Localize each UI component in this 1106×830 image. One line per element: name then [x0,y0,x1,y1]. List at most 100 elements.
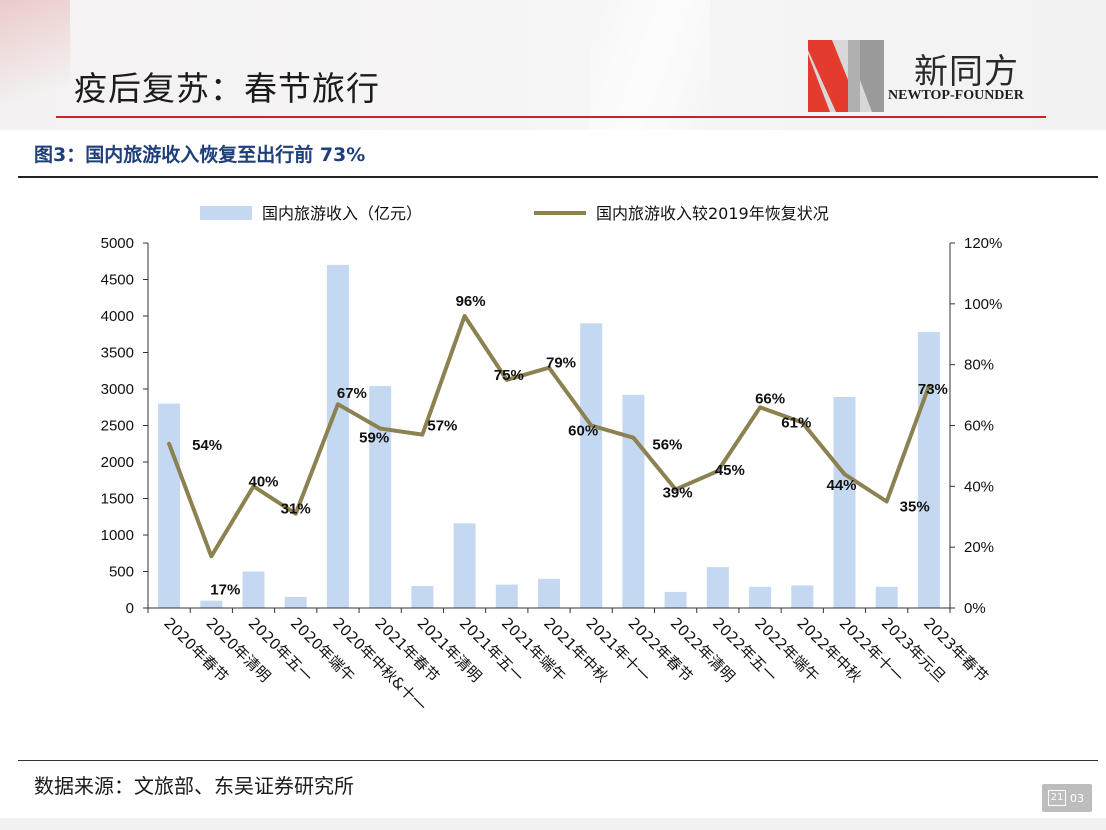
legend-swatch-bar [200,206,252,220]
line-point-9 [547,366,551,370]
bar-1 [200,600,223,608]
figure-bottom-rule [18,760,1098,761]
left-tick-label-4: 2000 [101,454,134,471]
left-tick-label-8: 4000 [101,308,134,325]
title-divider [56,116,1046,118]
data-label-4: 67% [337,385,367,402]
data-label-3: 31% [281,501,311,518]
chart-legend: 国内旅游收入（亿元） 国内旅游收入较2019年恢复状况 [200,204,829,223]
data-label-10: 60% [568,423,598,440]
line-point-15 [800,421,804,424]
combo-chart: 国内旅游收入（亿元） 国内旅游收入较2019年恢复状况 0 500 1000 1500 2… [101,204,1003,715]
page-number-badge: 21 03 [1042,784,1092,812]
data-label-18: 73% [918,381,948,398]
line-point-1 [209,554,213,558]
line-point-16 [843,472,846,476]
bar-5 [369,386,392,608]
line-point-11 [631,436,635,440]
page-number: 03 [1070,792,1084,805]
bar-11 [622,394,645,608]
bar-9 [538,578,560,608]
data-label-2: 40% [248,473,278,490]
company-logo: 新同方 NEWTOP-FOUNDER [808,40,1058,112]
bar-0 [158,403,181,608]
line-point-7 [463,314,467,318]
line-point-12 [674,487,678,491]
legend-label-bar: 国内旅游收入（亿元） [262,204,422,223]
line-point-3 [294,512,298,516]
left-tick-label-9: 4500 [101,272,134,289]
footer-band [0,818,1106,830]
data-label-6: 57% [427,418,457,435]
line-point-6 [420,433,424,437]
left-tick-label-3: 1500 [101,491,134,508]
bar-7 [453,523,476,608]
left-tick-label-6: 3000 [101,381,134,398]
header-background [0,0,1106,130]
line-series [167,314,931,559]
data-label-11: 56% [652,437,682,454]
line-point-5 [378,427,382,430]
right-tick-label-1: 20% [964,539,994,556]
bar-10 [580,323,603,608]
line-point-13 [716,469,720,473]
bar-17 [875,586,898,608]
left-tick-label-2: 1000 [101,527,134,544]
left-tick-label-7: 3500 [101,345,134,362]
bar-15 [791,585,814,608]
data-label-8: 75% [494,367,524,384]
bar-14 [749,586,772,608]
page-icon: 21 [1048,790,1066,806]
legend-label-line: 国内旅游收入较2019年恢复状况 [596,204,829,223]
data-label-5: 59% [359,430,389,447]
right-tick-label-4: 80% [964,357,994,374]
logo-chinese-name: 新同方 [914,52,1019,92]
page-title: 疫后复苏：春节旅行 [74,69,380,108]
recovery-line [167,314,931,559]
data-label-0: 54% [192,437,222,454]
left-tick-label-5: 2500 [101,418,134,435]
data-label-9: 79% [546,355,576,372]
data-label-7: 96% [456,293,486,310]
bar-13 [706,567,729,608]
right-tick-label-2: 40% [964,478,994,495]
bar-6 [411,586,434,608]
line-point-8 [505,378,509,382]
data-label-13: 45% [715,462,745,479]
bar-8 [495,584,518,608]
right-tick-label-5: 100% [964,296,1002,313]
data-label-12: 39% [663,484,693,501]
line-point-18 [927,384,931,388]
data-label-17: 35% [900,499,930,516]
bar-12 [664,591,687,608]
line-point-0 [167,442,171,446]
chart-labels: 54% 17% 40%31% 67% 59% 57% 96% 75% 79% 60% 56% 39% 4… [192,293,948,598]
data-label-16: 44% [826,477,856,494]
data-label-15: 61% [781,415,811,432]
header-decoration-light [590,0,710,130]
logo-mark-icon [808,40,884,112]
left-tick-label-0: 0 [126,600,134,617]
line-point-10 [589,424,593,427]
left-tick-label-1: 500 [109,564,134,581]
bar-series [158,264,940,608]
bar-16 [833,397,856,608]
figure-title: 图3：国内旅游收入恢复至出行前 73% [34,144,366,166]
right-tick-label-3: 60% [964,418,994,435]
chart-axes: 0 500 1000 1500 2000 2500 3000 3500 4000 4500 5000… [101,235,1003,715]
figure-top-rule [18,176,1098,178]
logo-english-name: NEWTOP-FOUNDER [888,88,1024,103]
header-decoration-left [0,0,70,130]
data-label-1: 17% [210,581,240,598]
data-source-note: 数据来源：文旅部、东吴证券研究所 [34,774,354,798]
bar-2 [242,571,265,608]
right-tick-label-6: 120% [964,235,1002,252]
left-tick-label-10: 5000 [101,235,134,252]
data-label-14: 66% [755,390,785,407]
line-point-4 [336,402,340,406]
right-tick-label-0: 0% [964,600,986,617]
line-point-14 [758,405,762,409]
line-point-17 [885,500,889,503]
bar-4 [326,264,349,608]
bar-3 [284,597,307,608]
